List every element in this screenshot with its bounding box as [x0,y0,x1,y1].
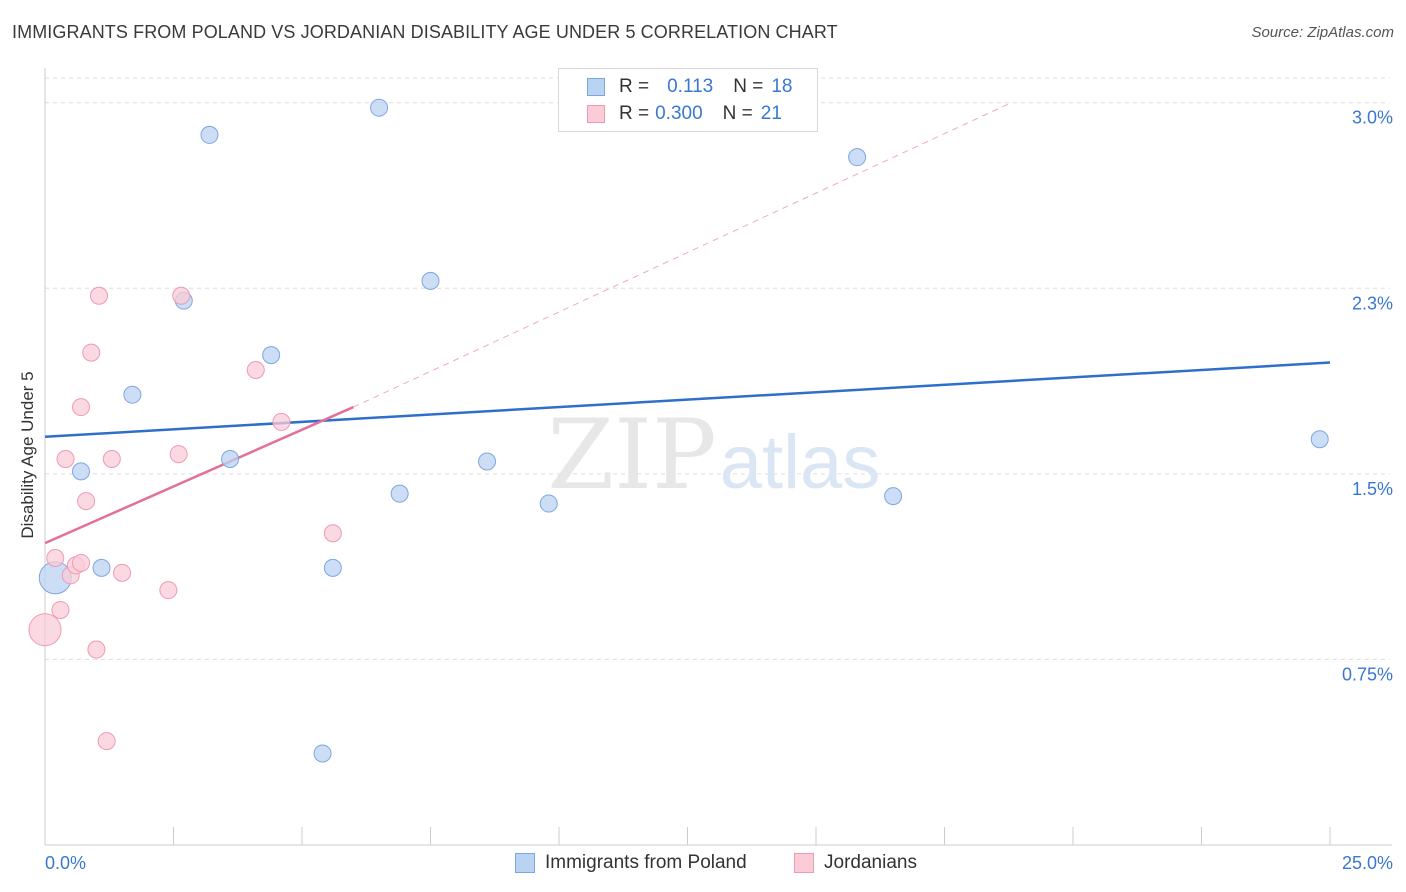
x-tick-label: 25.0% [1342,853,1393,873]
data-point [46,548,65,567]
trend-extension [353,102,1012,408]
legend-n-value: 18 [771,76,793,97]
data-point [323,524,342,543]
legend-row-poland: R = 0.113 N = 18 [587,75,793,99]
legend-r-label: R = [619,76,650,97]
source-label: Source: ZipAtlas.com [1251,24,1394,41]
grid-lines [45,77,1390,660]
legend-item-poland[interactable]: Immigrants from Poland [515,852,747,874]
data-points [28,98,1329,763]
data-point [172,286,191,305]
data-point [323,558,342,577]
y-tick-label: 2.3% [1352,293,1393,313]
legend-label-jordanians: Jordanians [824,852,917,873]
data-point [92,558,111,577]
tick-labels: 0.75% 1.5% 2.3% 3.0% 0.0% 25.0% [45,108,1393,873]
data-point [87,640,106,659]
legend-n-label: N = [733,76,764,97]
data-point [272,412,291,431]
watermark-atlas: atlas [720,420,881,505]
watermark-zip: ZIP [547,399,716,511]
data-point [56,450,75,469]
data-point [89,286,108,305]
data-point [390,484,409,503]
legend-r-label: R = [619,103,650,124]
data-point [71,462,90,481]
data-point [82,343,101,362]
legend-r-value: 0.113 [667,76,714,97]
legend-swatch-jordanians [794,853,814,873]
legend-label-poland: Immigrants from Poland [545,852,747,873]
data-point [370,98,389,117]
data-point [71,553,90,572]
data-point [313,744,332,763]
y-tick-label: 3.0% [1352,108,1393,128]
legend-swatch-poland [515,853,535,873]
data-point [848,148,867,167]
data-point [478,452,497,471]
data-point [113,563,132,582]
legend-r-value: 0.300 [655,103,703,124]
y-tick-label: 1.5% [1352,479,1393,499]
data-point [71,398,90,417]
legend-item-jordanians[interactable]: Jordanians [794,852,917,874]
legend-swatch-poland [587,78,605,96]
y-tick-label: 0.75% [1342,664,1393,684]
legend-swatch-jordanians [587,105,605,123]
y-axis-label: Disability Age Under 5 [18,371,37,539]
data-point [200,125,219,144]
data-point [97,732,116,751]
trend-lines [44,102,1331,545]
data-point [421,271,440,290]
data-point [884,487,903,506]
data-point [246,360,265,379]
legend-n-label: N = [722,103,753,124]
x-tick-label: 0.0% [45,853,86,873]
trend-line [44,405,354,545]
data-point [77,492,96,511]
data-point [159,581,178,600]
data-point [51,600,70,619]
data-point [539,494,558,513]
legend-row-jordanians: R = 0.300 N = 21 [587,102,782,126]
stats-legend: R = 0.113 N = 18 R = 0.300 N = 21 [558,68,818,132]
data-point [262,346,281,365]
data-point [221,450,240,469]
trend-line [44,361,1331,439]
axes [44,68,1392,846]
data-point [28,613,62,647]
data-point [169,445,188,464]
data-point [1310,430,1329,449]
legend-n-value: 21 [760,103,782,124]
chart-title: IMMIGRANTS FROM POLAND VS JORDANIAN DISA… [12,22,838,42]
data-point [102,450,121,469]
data-point [123,385,142,404]
